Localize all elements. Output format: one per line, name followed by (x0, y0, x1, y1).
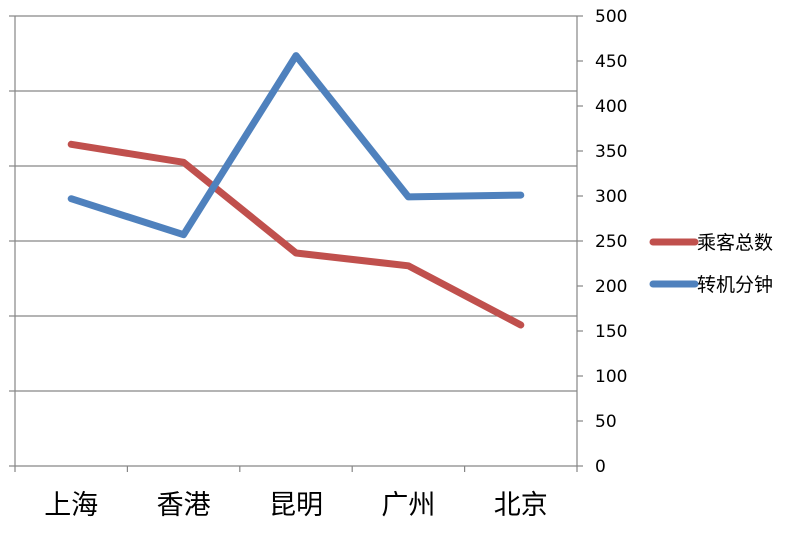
series-layer (67, 52, 525, 329)
right-axis-tick-label: 300 (595, 187, 627, 207)
legend-label: 乘客总数 (697, 232, 773, 254)
category-label: 香港 (157, 490, 211, 521)
right-axis-tick-label: 0 (595, 457, 606, 477)
series-line-2 (67, 52, 525, 239)
right-axis-tick-label: 450 (595, 52, 627, 72)
right-axis-tick-label: 200 (595, 277, 627, 297)
right-axis-tick-label: 400 (595, 97, 627, 117)
category-label: 昆明 (269, 490, 323, 521)
legend-label: 转机分钟 (697, 274, 773, 296)
right-axis-tick-label: 50 (595, 412, 617, 432)
right-axis-tick-labels: 0 50 100 150 200 250 300 350 400 450 500 (595, 7, 627, 477)
category-label: 广州 (381, 490, 435, 521)
right-axis-tick-label: 250 (595, 232, 627, 252)
right-axis-tick-label: 500 (595, 7, 627, 27)
series-line-1 (67, 140, 525, 329)
gridlines (15, 15, 577, 392)
right-axis-tick-label: 100 (595, 367, 627, 387)
axes (9, 15, 583, 472)
category-label: 北京 (494, 490, 548, 521)
category-labels: 上海 香港 昆明 广州 北京 (44, 490, 548, 521)
category-label: 上海 (44, 490, 98, 521)
right-axis-tick-label: 150 (595, 322, 627, 342)
right-axis-tick-label: 350 (595, 142, 627, 162)
